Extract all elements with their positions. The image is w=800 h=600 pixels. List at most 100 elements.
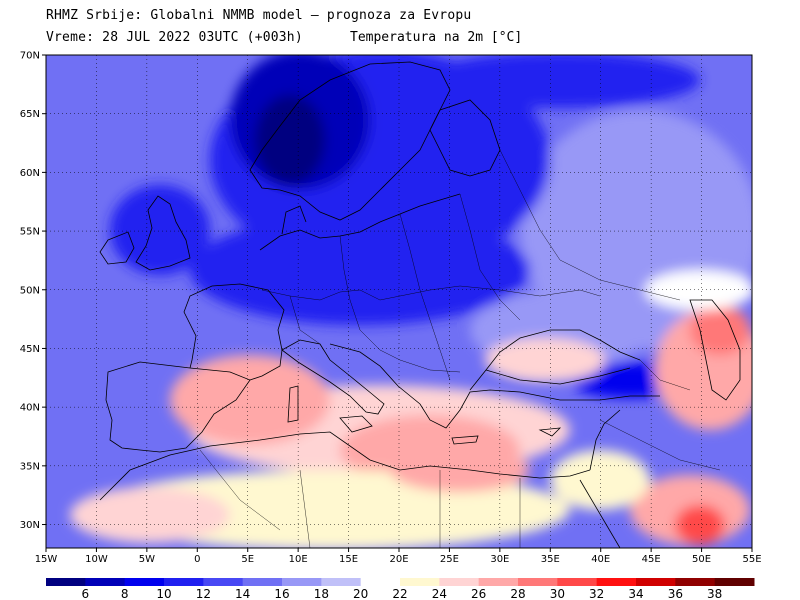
field-warm-iberia-sea bbox=[170, 355, 330, 445]
coast-levant bbox=[589, 409, 621, 471]
coast-italy bbox=[281, 339, 385, 415]
coast-black-sea bbox=[469, 329, 641, 391]
lon-tick-label: 20E bbox=[389, 554, 408, 565]
field-mild-levant bbox=[550, 450, 650, 510]
forecast-time: Vreme: 28 JUL 2022 03UTC (+003h) bbox=[46, 30, 303, 45]
field-hot-caspian bbox=[690, 305, 750, 355]
coast-crete bbox=[451, 435, 479, 445]
latitude-labels: 30N 35N 40N 45N 50N 55N 60N 65N 70N bbox=[20, 51, 40, 532]
coast-caspian bbox=[689, 299, 741, 401]
colorbar-label: 34 bbox=[628, 587, 643, 600]
border-line-1 bbox=[261, 285, 601, 301]
coast-balkans-turkey bbox=[329, 343, 660, 429]
colorbar-label: 32 bbox=[589, 587, 604, 600]
colorbar-swatch bbox=[478, 578, 519, 586]
lat-tick-label: 30N bbox=[20, 520, 40, 531]
temperature-field bbox=[46, 55, 752, 548]
lat-tick-label: 40N bbox=[20, 403, 40, 414]
longitude-labels: 15W 10W 5W 0 5E 10E 15E 20E 25E 30E 35E 40E 45E 50E 55… bbox=[35, 554, 762, 565]
coast-finland bbox=[429, 99, 501, 177]
border-line-5 bbox=[459, 193, 521, 321]
field-cold-britain bbox=[110, 185, 210, 275]
field-cold-arctic bbox=[420, 55, 700, 108]
lon-tick-label: 40E bbox=[591, 554, 610, 565]
colorbar-label: 24 bbox=[432, 587, 447, 600]
lat-tick-label: 60N bbox=[20, 168, 40, 179]
colorbar-swatch bbox=[124, 578, 165, 586]
border-line-7 bbox=[299, 469, 311, 548]
lon-tick-label: 5E bbox=[241, 554, 254, 565]
colorbar-swatch bbox=[557, 578, 598, 586]
colorbar-label: 18 bbox=[314, 587, 329, 600]
coast-sicily bbox=[339, 415, 373, 433]
colorbar-swatch bbox=[518, 578, 558, 586]
colorbar-swatch bbox=[85, 578, 126, 586]
border-line-4 bbox=[399, 213, 451, 381]
lon-tick-label: 50E bbox=[692, 554, 711, 565]
colorbar-swatch bbox=[164, 578, 204, 586]
coast-britain bbox=[135, 195, 191, 271]
field-warm-morocco bbox=[70, 487, 230, 543]
lat-tick-label: 55N bbox=[20, 227, 40, 238]
colorbar-label: 36 bbox=[668, 587, 683, 600]
colorbar-swatch bbox=[636, 578, 676, 586]
colorbar-label: 30 bbox=[550, 587, 565, 600]
colorbar-label: 6 bbox=[82, 587, 90, 600]
coast-france bbox=[183, 283, 285, 381]
lon-tick-label: 55E bbox=[742, 554, 761, 565]
colorbar-label: 14 bbox=[235, 587, 250, 600]
border-line-11 bbox=[599, 419, 721, 471]
colorbar-swatch bbox=[400, 578, 440, 586]
lon-tick-label: 5W bbox=[139, 554, 155, 565]
colorbar-swatch bbox=[596, 578, 637, 586]
colorbar-swatch bbox=[714, 578, 755, 586]
lat-tick-label: 45N bbox=[20, 344, 40, 355]
field-cold-central bbox=[190, 215, 530, 325]
coast-ireland bbox=[99, 231, 135, 265]
coast-baltic bbox=[259, 193, 461, 251]
colorbar-swatch bbox=[321, 578, 362, 586]
border-line-10 bbox=[199, 449, 281, 531]
lon-tick-label: 15E bbox=[339, 554, 358, 565]
colorbar-swatch bbox=[46, 578, 86, 586]
border-line-6 bbox=[499, 149, 681, 301]
lat-tick-label: 50N bbox=[20, 285, 40, 296]
lon-tick-label: 35E bbox=[541, 554, 560, 565]
variable-label: Temperatura na 2m [°C] bbox=[350, 30, 523, 45]
map-title: RHMZ Srbije: Globalni NMMB model – progn… bbox=[46, 8, 472, 23]
field-very-cold-core bbox=[255, 95, 325, 185]
coast-red-sea bbox=[579, 479, 621, 548]
colorbar-label: 10 bbox=[156, 587, 171, 600]
colorbar-label: 20 bbox=[353, 587, 368, 600]
lon-tick-label: 45E bbox=[642, 554, 661, 565]
border-line-2 bbox=[289, 295, 321, 345]
colorbar-label: 38 bbox=[707, 587, 722, 600]
field-hot-arabia bbox=[675, 505, 725, 545]
colorbar-label: 22 bbox=[392, 587, 407, 600]
lon-tick-label: 25E bbox=[440, 554, 459, 565]
colorbar-swatch bbox=[675, 578, 716, 586]
lon-tick-label: 10W bbox=[85, 554, 108, 565]
lat-tick-label: 35N bbox=[20, 461, 40, 472]
coast-iberia bbox=[105, 361, 251, 453]
coast-north-africa bbox=[99, 431, 591, 501]
lat-tick-label: 70N bbox=[20, 51, 40, 62]
colorbar: 6 8 10 12 14 16 18 20 22 24 26 28 30 32 34 36 38 bbox=[46, 578, 755, 600]
field-warm-black-sea bbox=[485, 338, 605, 382]
lon-tick-label: 0 bbox=[194, 554, 200, 565]
coast-black-sea-south bbox=[485, 367, 631, 385]
colorbar-label: 12 bbox=[196, 587, 211, 600]
country-borders bbox=[199, 149, 721, 548]
lon-tick-label: 30E bbox=[490, 554, 509, 565]
coastlines bbox=[99, 61, 741, 548]
colorbar-label: 26 bbox=[471, 587, 486, 600]
field-warm-libya bbox=[390, 448, 530, 492]
border-line-12 bbox=[639, 359, 691, 391]
border-line-3 bbox=[339, 235, 461, 373]
colorbar-label: 8 bbox=[121, 587, 129, 600]
lon-tick-label: 10E bbox=[289, 554, 308, 565]
map-frame bbox=[45, 54, 753, 549]
coast-cyprus bbox=[538, 427, 562, 437]
colorbar-swatch bbox=[203, 578, 244, 586]
lon-tick-label: 15W bbox=[35, 554, 58, 565]
